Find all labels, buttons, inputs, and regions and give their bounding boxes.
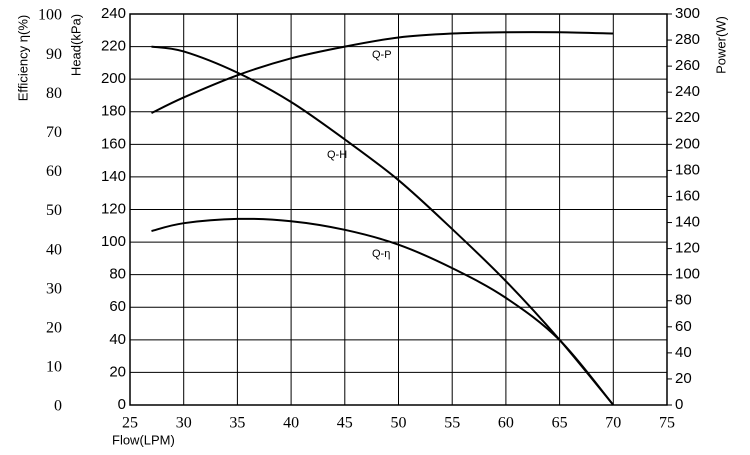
y3-tick-label: 70: [46, 124, 62, 141]
x-tick-label: 75: [659, 415, 675, 432]
y3-tick-label: 50: [46, 202, 62, 219]
x-tick-label: 70: [605, 415, 621, 432]
curve: [151, 31, 614, 114]
y2-tick-label: 20: [675, 370, 692, 387]
y2-tick-label: 0: [675, 396, 683, 413]
x-tick-label: 45: [337, 415, 353, 432]
y2-tick-label: 160: [675, 187, 700, 204]
y-tick-label: 160: [101, 135, 126, 152]
y-tick-label: 20: [109, 363, 126, 380]
x-tick-label: 55: [444, 415, 460, 432]
y2-axis-label: Power(W): [713, 16, 728, 74]
y2-tick-label: 100: [675, 266, 700, 283]
y3-tick-label: 90: [46, 46, 62, 63]
y3-tick-label: 30: [46, 280, 62, 297]
curve-label: Q-P: [372, 49, 392, 61]
y3-tick-label: 60: [46, 163, 62, 180]
x-tick-label: 50: [391, 415, 407, 432]
y-tick-label: 40: [109, 331, 126, 348]
y3-tick-label: 100: [38, 7, 62, 24]
curve-label: Q-H: [327, 149, 347, 161]
y-tick-label: 120: [101, 200, 126, 217]
x-tick-label: 35: [229, 415, 245, 432]
y2-tick-label: 40: [675, 344, 692, 361]
y2-tick-label: 240: [675, 83, 700, 100]
curve: [151, 217, 615, 406]
curve: [151, 45, 615, 406]
y-axis-label: Head(kPa): [68, 14, 83, 76]
curve-label: Q-η: [372, 248, 390, 260]
y-tick-label: 60: [109, 298, 126, 315]
x-tick-label: 25: [122, 415, 138, 432]
plot-frame: [129, 13, 668, 406]
y-tick-label: 200: [101, 70, 126, 87]
x-tick-label: 30: [176, 415, 192, 432]
x-tick-label: 60: [498, 415, 514, 432]
y-tick-label: 140: [101, 168, 126, 185]
y2-tick-label: 60: [675, 318, 692, 335]
x-tick-label: 40: [283, 415, 299, 432]
y2-tick-label: 140: [675, 214, 700, 231]
y-tick-label: 0: [118, 396, 126, 413]
y2-tick-label: 220: [675, 109, 700, 126]
y2-tick-label: 200: [675, 135, 700, 152]
y2-tick-label: 300: [675, 5, 700, 22]
y2-tick-label: 260: [675, 57, 700, 74]
y-tick-label: 180: [101, 103, 126, 120]
y3-tick-label: 0: [54, 398, 62, 415]
y2-tick-label: 80: [675, 292, 692, 309]
y3-axis-label: Efficiency η(%): [15, 15, 30, 101]
y2-tick-label: 280: [675, 31, 700, 48]
y2-tick-label: 180: [675, 161, 700, 178]
x-tick-label: 65: [552, 415, 568, 432]
y3-tick-label: 80: [46, 85, 62, 102]
y3-tick-label: 10: [46, 359, 62, 376]
x-axis-label: Flow(LPM): [112, 432, 175, 447]
y-tick-label: 100: [101, 233, 126, 250]
y-tick-label: 80: [109, 266, 126, 283]
y2-tick-label: 120: [675, 240, 700, 257]
y-tick-label: 220: [101, 38, 126, 55]
y-tick-label: 240: [101, 5, 126, 22]
y3-tick-label: 40: [46, 241, 62, 258]
y3-tick-label: 20: [46, 319, 62, 336]
